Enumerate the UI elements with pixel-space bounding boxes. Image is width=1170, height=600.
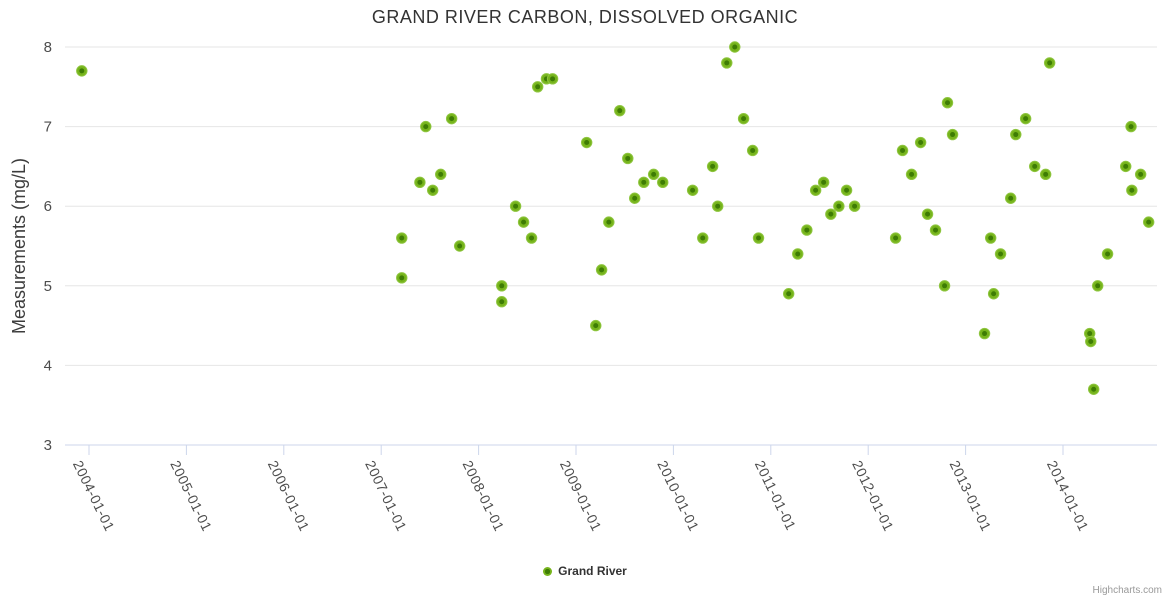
highcharts-credits-link[interactable]: Highcharts.com — [1092, 585, 1162, 596]
data-point[interactable] — [517, 216, 530, 228]
data-point[interactable] — [1004, 192, 1017, 204]
data-point[interactable] — [994, 248, 1007, 260]
y-axis-tick-label: 6 — [44, 198, 52, 215]
data-point[interactable] — [914, 136, 927, 149]
data-point[interactable] — [840, 184, 853, 196]
x-axis-tick-label: 2013-01-01 — [947, 458, 995, 534]
data-point[interactable] — [984, 232, 997, 244]
data-point[interactable] — [414, 176, 426, 189]
data-point[interactable] — [889, 232, 902, 244]
data-point[interactable] — [1101, 248, 1114, 260]
data-point[interactable] — [1126, 184, 1138, 196]
data-point[interactable] — [721, 57, 733, 69]
data-point[interactable] — [396, 272, 408, 284]
data-point[interactable] — [427, 184, 439, 196]
data-point[interactable] — [896, 144, 909, 157]
x-axis-tick-label: 2007-01-01 — [362, 458, 410, 534]
x-axis-tick-label: 2011-01-01 — [752, 458, 800, 533]
data-point[interactable] — [435, 168, 447, 181]
x-axis-tick-label: 2006-01-01 — [265, 458, 313, 534]
data-point[interactable] — [420, 120, 432, 133]
data-point[interactable] — [546, 73, 559, 85]
x-axis-tick-label: 2008-01-01 — [460, 458, 508, 534]
data-point[interactable] — [657, 176, 669, 189]
legend-marker-icon — [543, 566, 553, 576]
x-axis-tick-label: 2004-01-01 — [70, 458, 118, 534]
data-point[interactable] — [848, 200, 861, 212]
data-point[interactable] — [1043, 57, 1056, 69]
data-point[interactable] — [531, 81, 544, 93]
data-point[interactable] — [509, 200, 522, 212]
data-point[interactable] — [629, 192, 641, 204]
y-axis-tick-label: 4 — [44, 357, 52, 374]
data-point[interactable] — [638, 176, 650, 189]
x-axis-tick-label: 2009-01-01 — [557, 458, 605, 534]
legend-item-grand-river[interactable]: Grand River — [0, 564, 1170, 578]
data-point[interactable] — [746, 144, 759, 157]
data-point[interactable] — [1120, 160, 1132, 173]
data-point[interactable] — [782, 288, 795, 300]
data-point[interactable] — [496, 280, 508, 292]
data-point[interactable] — [817, 176, 830, 189]
data-point[interactable] — [1091, 280, 1104, 292]
x-axis-tick-label: 2012-01-01 — [849, 458, 897, 534]
data-point[interactable] — [825, 208, 837, 220]
data-point[interactable] — [1085, 335, 1097, 348]
data-point[interactable] — [792, 248, 804, 260]
data-point[interactable] — [801, 224, 813, 236]
data-point[interactable] — [946, 128, 959, 141]
data-point[interactable] — [987, 288, 1000, 300]
y-axis-title: Measurements (mg/L) — [9, 158, 29, 334]
x-axis-tick-label: 2005-01-01 — [167, 458, 215, 534]
data-point[interactable] — [1029, 160, 1041, 173]
data-point[interactable] — [590, 319, 602, 332]
data-point[interactable] — [1087, 383, 1100, 395]
data-point[interactable] — [729, 41, 741, 53]
data-point[interactable] — [921, 208, 934, 220]
data-point[interactable] — [809, 184, 822, 196]
data-point[interactable] — [978, 327, 991, 340]
data-point[interactable] — [737, 112, 750, 125]
data-point[interactable] — [445, 112, 458, 125]
data-point[interactable] — [396, 232, 408, 244]
chart-title: GRAND RIVER CARBON, DISSOLVED ORGANIC — [371, 7, 799, 27]
data-point[interactable] — [706, 160, 719, 173]
data-point[interactable] — [905, 168, 918, 181]
data-point[interactable] — [1142, 216, 1155, 228]
y-axis-tick-label: 5 — [44, 278, 52, 295]
data-point[interactable] — [647, 168, 660, 181]
data-point[interactable] — [595, 264, 608, 276]
data-point[interactable] — [697, 232, 709, 244]
y-axis-tick-label: 8 — [44, 39, 52, 56]
data-point[interactable] — [525, 232, 538, 244]
x-axis-tick-label: 2010-01-01 — [654, 458, 702, 534]
data-point[interactable] — [580, 136, 593, 149]
data-point[interactable] — [622, 152, 634, 165]
data-point[interactable] — [941, 97, 954, 109]
data-point[interactable] — [1125, 120, 1137, 133]
data-point[interactable] — [76, 65, 88, 77]
data-point[interactable] — [686, 184, 699, 196]
data-point[interactable] — [752, 232, 765, 244]
data-point[interactable] — [496, 296, 508, 308]
data-point[interactable] — [614, 104, 626, 117]
y-axis-tick-label: 3 — [44, 437, 52, 454]
data-point[interactable] — [938, 280, 951, 292]
data-point[interactable] — [833, 200, 845, 212]
x-axis-tick-label: 2014-01-01 — [1044, 458, 1092, 534]
data-point[interactable] — [603, 216, 615, 228]
data-point[interactable] — [453, 240, 466, 252]
data-point[interactable] — [1010, 128, 1022, 141]
data-point[interactable] — [929, 224, 942, 236]
data-point[interactable] — [711, 200, 724, 212]
y-axis-tick-label: 7 — [44, 119, 52, 136]
data-point[interactable] — [1134, 168, 1147, 181]
data-point[interactable] — [1019, 112, 1032, 125]
legend-series-label: Grand River — [558, 564, 627, 578]
data-point[interactable] — [1039, 168, 1052, 181]
